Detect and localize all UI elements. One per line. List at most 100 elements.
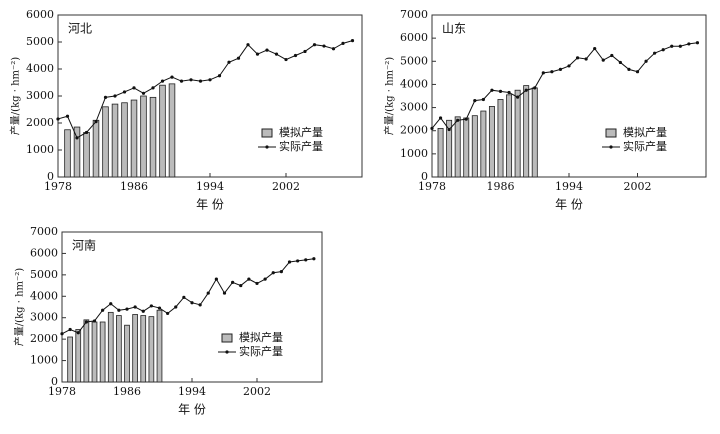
point (312, 43, 317, 47)
point (231, 280, 235, 284)
y-tick-label: 7000 (30, 225, 58, 238)
bar (156, 309, 163, 383)
point (678, 44, 682, 48)
point (206, 291, 210, 295)
bar (506, 94, 513, 178)
bar (140, 95, 147, 178)
point (695, 41, 700, 45)
point (56, 117, 60, 121)
bar (121, 102, 128, 178)
point (507, 90, 511, 95)
point (263, 277, 267, 281)
point (125, 307, 129, 311)
bar (168, 83, 176, 178)
legend-swatch (265, 145, 269, 149)
point (160, 79, 165, 83)
legend-swatch (221, 333, 233, 343)
point (149, 304, 153, 308)
point (593, 46, 597, 51)
y-tick-label: 5000 (30, 268, 58, 281)
point (284, 57, 288, 62)
bar (64, 129, 71, 178)
bar (132, 314, 138, 383)
point (473, 99, 477, 103)
point (627, 67, 631, 71)
bar (130, 99, 138, 178)
point (76, 331, 80, 335)
bar (91, 321, 98, 383)
point (222, 291, 227, 295)
y-tick-label: 6000 (400, 31, 428, 44)
point (170, 75, 174, 79)
point (644, 59, 648, 63)
legend-label: 模拟产量 (279, 125, 323, 139)
point (635, 70, 640, 74)
point (166, 311, 170, 316)
point (198, 303, 202, 307)
point (322, 44, 326, 48)
legend-label: 模拟产量 (239, 330, 283, 344)
y-axis-label: 产量/(kg · hm⁻²) (13, 268, 26, 346)
y-tick-label: 5000 (26, 35, 54, 48)
point (558, 67, 563, 71)
point (122, 90, 127, 94)
point (670, 44, 674, 48)
point (239, 283, 243, 288)
bar (159, 84, 166, 178)
point (141, 91, 146, 95)
point (227, 60, 231, 64)
point (255, 281, 259, 286)
point (68, 327, 72, 332)
point (265, 48, 269, 52)
point (447, 127, 451, 132)
point (217, 74, 222, 78)
bar (140, 315, 147, 383)
point (274, 52, 279, 56)
point (208, 78, 212, 82)
bar (480, 110, 487, 178)
point (246, 43, 250, 47)
legend-swatch (225, 350, 229, 354)
point (490, 88, 494, 92)
bar (116, 315, 122, 383)
bar (437, 127, 444, 178)
y-tick-label: 3000 (26, 89, 54, 102)
point (584, 57, 588, 61)
legend-swatch (261, 128, 273, 138)
x-tick-label: 2002 (243, 385, 271, 398)
x-tick-label: 2002 (624, 180, 652, 193)
legend-label: 模拟产量 (623, 125, 667, 139)
bar (149, 96, 157, 178)
y-tick-label: 7000 (400, 8, 428, 21)
point (331, 47, 336, 51)
point (618, 60, 622, 65)
legend-swatch (605, 128, 617, 138)
point (190, 301, 194, 305)
y-tick-label: 6000 (26, 8, 54, 21)
point (430, 126, 434, 130)
panel-title: 河北 (68, 22, 92, 36)
point (341, 41, 345, 45)
x-tick-label: 1986 (113, 385, 141, 398)
point (601, 58, 605, 62)
point (550, 70, 554, 74)
y-tick-label: 2000 (400, 124, 428, 137)
point (113, 94, 117, 98)
y-tick-label: 1000 (30, 354, 58, 367)
chart-panel: 0 1000 2000 3000 4000 5000 6000 1978 1986 1994 200… (9, 8, 363, 212)
legend-label: 实际产量 (239, 344, 283, 358)
x-tick-label: 1978 (418, 180, 446, 193)
bar (75, 329, 82, 383)
x-tick-label: 1994 (555, 180, 583, 193)
x-tick-label: 1994 (196, 180, 224, 193)
chart-panel: 0 1000 2000 3000 4000 5000 6000 7000 1978 1986 199… (13, 225, 323, 417)
bar (471, 115, 478, 178)
point (516, 95, 520, 99)
point (303, 49, 307, 54)
point (189, 78, 193, 82)
point (132, 86, 136, 90)
bar (514, 89, 521, 178)
legend-swatch (609, 145, 613, 149)
chart-panel: 0 1000 2000 3000 4000 5000 6000 7000 1978 1986 199… (383, 8, 707, 212)
y-tick-label: 2000 (26, 116, 54, 129)
